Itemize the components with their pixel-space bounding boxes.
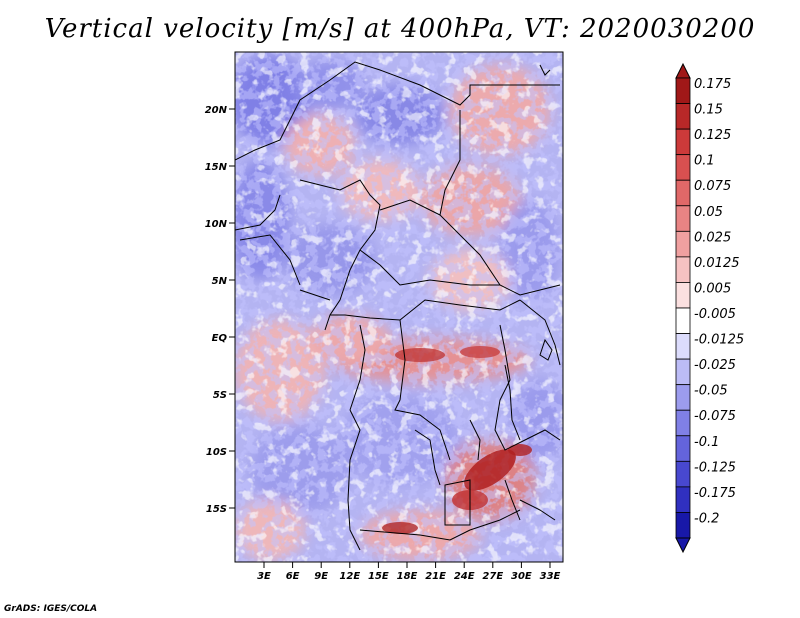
colorbar-label: 0.15 (694, 103, 723, 118)
colorbar-label: -0.1 (694, 435, 719, 450)
lon-label: 12E (339, 571, 360, 582)
colorbar-swatch (675, 282, 691, 309)
colorbar-swatch (675, 230, 691, 258)
colorbar-swatch (675, 103, 691, 130)
lake-outlines (504, 338, 553, 521)
lat-label: 20N (205, 105, 228, 116)
colorbar-label: -0.005 (694, 307, 736, 322)
colorbar-label: -0.175 (694, 486, 736, 501)
colorbar-label: 0.125 (694, 128, 731, 143)
colorbar-swatch (675, 358, 691, 386)
map-title: Vertical velocity [m/s] at 400hPa, VT: 2… (44, 14, 756, 44)
longitude-axis: 3E 6E 9E 12E 15E 18E 21E 24E 27E 30E 33E (257, 562, 561, 582)
colorbar-label: 0.1 (694, 154, 715, 169)
colorbar-swatch (675, 384, 691, 411)
country-borders (235, 61, 561, 551)
lat-label: 15N (205, 162, 228, 173)
colorbar-label: 0.0125 (694, 256, 740, 271)
lat-label: 5S (213, 390, 227, 401)
colorbar-max-arrow (675, 62, 691, 79)
colorbar-swatch (675, 333, 691, 360)
lat-label: EQ (212, 333, 228, 344)
lon-label: 9E (314, 571, 328, 582)
grads-credit: GrADS: IGES/COLA (4, 604, 98, 614)
colorbar: 0.175 0.15 0.125 0.1 0.075 0.05 0.025 0.0125 0.0… (675, 62, 744, 554)
field-layer (235, 52, 563, 562)
colorbar-label: -0.075 (694, 409, 736, 424)
lon-label: 15E (368, 571, 389, 582)
colorbar-label: 0.075 (694, 179, 731, 194)
lat-label: 15S (206, 504, 227, 515)
lon-label: 3E (257, 571, 271, 582)
colorbar-min-arrow (675, 537, 691, 554)
strong-updraft-patches (382, 346, 532, 534)
colorbar-label: -0.025 (694, 358, 736, 373)
colorbar-swatch (675, 409, 691, 437)
colorbar-swatch (675, 435, 691, 462)
lat-label: 10N (205, 219, 228, 230)
lon-label: 24E (454, 571, 475, 582)
lon-label: 18E (397, 571, 418, 582)
lat-label: 10S (206, 447, 227, 458)
colorbar-swatch (675, 205, 691, 232)
colorbar-swatch (675, 256, 691, 283)
lat-label: 5N (212, 276, 228, 287)
colorbar-label: -0.05 (694, 384, 728, 399)
colorbar-swatch (675, 486, 691, 513)
latitude-axis: 20N 15N 10N 5N EQ 5S 10S 15S (205, 105, 235, 515)
colorbar-swatch (675, 77, 691, 104)
lon-label: 21E (425, 571, 446, 582)
colorbar-swatch (675, 460, 691, 488)
colorbar-swatch (675, 307, 691, 334)
colorbar-swatch (675, 154, 691, 181)
colorbar-swatch (675, 179, 691, 207)
lon-label: 27E (482, 571, 503, 582)
map-frame (234, 51, 564, 563)
colorbar-label: -0.125 (694, 460, 736, 475)
lon-label: 30E (511, 571, 532, 582)
colorbar-label: 0.175 (694, 77, 731, 92)
colorbar-label: 0.025 (694, 230, 731, 245)
colorbar-label: 0.005 (694, 281, 731, 296)
colorbar-label: 0.05 (694, 205, 723, 220)
colorbar-label: -0.0125 (694, 333, 744, 348)
colorbar-swatch (675, 512, 691, 539)
lon-label: 6E (286, 571, 300, 582)
colorbar-label: -0.2 (694, 511, 719, 526)
colorbar-swatch (675, 128, 691, 156)
lon-label: 33E (540, 571, 561, 582)
